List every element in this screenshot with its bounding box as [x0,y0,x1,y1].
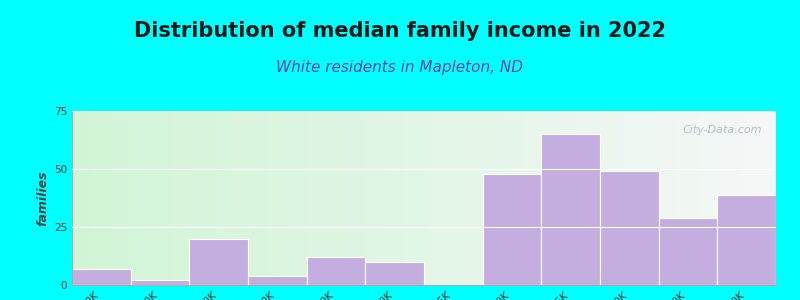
Bar [72,269,130,285]
Text: Distribution of median family income in 2022: Distribution of median family income in … [134,21,666,41]
Bar [482,174,542,285]
Bar [306,257,366,285]
Y-axis label: families: families [37,170,50,226]
Text: White residents in Mapleton, ND: White residents in Mapleton, ND [277,60,523,75]
Bar [658,218,718,285]
Bar [718,194,776,285]
Bar [600,171,658,285]
Text: City-Data.com: City-Data.com [682,125,762,135]
Bar [248,276,306,285]
Bar [542,134,600,285]
Bar [190,238,248,285]
Bar [366,262,424,285]
Bar [130,280,190,285]
